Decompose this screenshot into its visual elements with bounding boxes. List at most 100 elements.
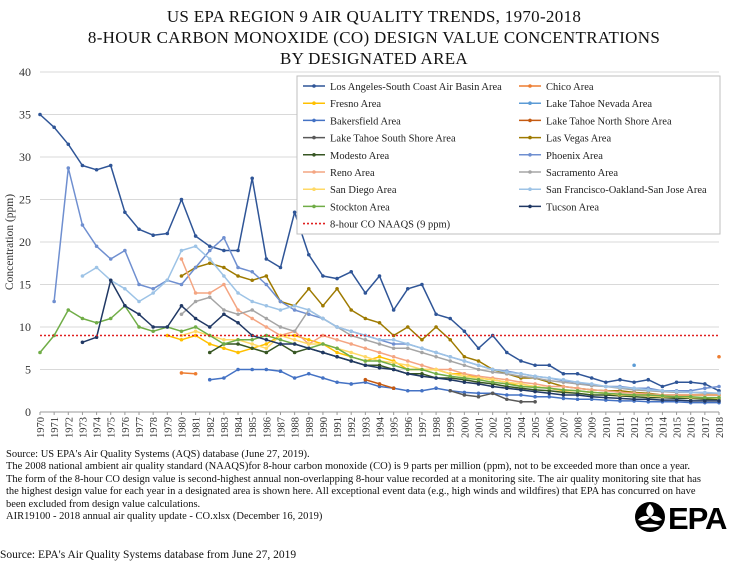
data-point: [462, 376, 467, 380]
data-point: [391, 337, 396, 342]
data-point: [193, 333, 198, 338]
data-point: [179, 282, 184, 287]
data-point: [193, 291, 198, 295]
data-point: [335, 286, 339, 291]
data-point: [193, 371, 198, 376]
data-point: [575, 371, 580, 376]
data-point: [193, 325, 198, 329]
x-tick-label: 1988: [291, 417, 302, 438]
y-tick-label: 20: [19, 235, 31, 249]
data-point: [335, 325, 339, 329]
x-tick-label: 2000: [460, 417, 471, 438]
data-point: [674, 380, 679, 385]
data-point: [547, 388, 552, 393]
data-point: [646, 397, 651, 402]
data-point: [604, 391, 608, 396]
data-point: [193, 234, 198, 238]
data-point: [292, 337, 297, 342]
data-point: [703, 386, 707, 391]
legend-label: Phoenix Area: [546, 151, 603, 162]
data-point: [490, 367, 495, 372]
series-1: [179, 354, 721, 376]
x-tick-label: 2013: [644, 417, 655, 438]
data-point: [575, 388, 580, 393]
x-tick-label: 1975: [107, 417, 118, 438]
series-line: [82, 279, 719, 402]
x-tick-label: 1970: [36, 417, 47, 438]
data-point: [306, 252, 311, 257]
x-tick-label: 2016: [687, 417, 698, 438]
x-tick-label: 2006: [545, 417, 556, 438]
data-point: [462, 354, 467, 359]
data-point: [349, 354, 354, 359]
data-point: [179, 303, 184, 308]
data-point: [632, 393, 636, 397]
data-point: [547, 363, 552, 368]
data-point: [349, 342, 354, 346]
data-point: [717, 391, 721, 396]
data-point: [193, 299, 198, 304]
data-point: [250, 316, 254, 321]
data-point: [349, 350, 354, 355]
note-line-naaqs: The 2008 national ambient air quality st…: [6, 461, 691, 473]
x-tick-label: 1991: [333, 417, 344, 438]
data-point: [151, 325, 155, 329]
data-point: [618, 399, 622, 403]
legend-label: Reno Area: [330, 168, 375, 179]
data-point: [618, 385, 622, 390]
data-point: [434, 350, 438, 355]
data-point: [264, 367, 269, 372]
data-point: [377, 363, 382, 368]
data-point: [292, 303, 297, 308]
data-point: [363, 363, 368, 368]
data-point: [179, 274, 184, 278]
data-point: [52, 333, 56, 338]
data-point: [335, 276, 339, 281]
data-point: [519, 382, 523, 386]
x-tick-label: 1986: [262, 417, 273, 438]
data-point: [151, 329, 155, 334]
data-point: [448, 374, 453, 379]
legend-marker: [312, 135, 316, 140]
data-point: [703, 382, 707, 386]
data-point: [335, 380, 339, 385]
data-point: [547, 391, 552, 396]
data-point: [589, 397, 594, 402]
data-point: [533, 363, 537, 368]
legend-label: 8-hour CO NAAQS (9 ppm): [330, 220, 451, 231]
data-point: [222, 342, 226, 346]
data-point: [66, 166, 71, 170]
data-point: [420, 363, 424, 368]
data-point: [165, 325, 170, 329]
data-point: [66, 142, 71, 147]
x-tick-label: 1999: [446, 417, 457, 438]
data-point: [108, 257, 113, 261]
legend-label: Los Angeles-South Coast Air Basin Area: [330, 82, 502, 93]
data-point: [278, 325, 283, 329]
data-point: [236, 367, 240, 372]
legend-marker: [312, 84, 316, 88]
data-point: [448, 337, 453, 342]
note-line-form: The form of the 8-hour CO design value i…: [6, 473, 701, 510]
legend-marker: [312, 170, 316, 174]
data-point: [250, 278, 254, 283]
data-point: [405, 371, 410, 376]
data-point: [38, 112, 42, 117]
data-point: [405, 286, 410, 291]
x-tick-label: 1998: [432, 417, 443, 438]
series-3: [632, 363, 636, 368]
data-point: [123, 248, 127, 253]
data-point: [278, 265, 283, 270]
data-point: [490, 384, 495, 389]
x-tick-label: 2010: [602, 417, 613, 438]
data-point: [80, 223, 85, 227]
data-point: [222, 337, 226, 342]
data-point: [306, 312, 311, 317]
data-point: [151, 291, 155, 295]
data-point: [377, 350, 382, 355]
legend-item: San Francisco-Oakland-San Jose Area: [519, 185, 707, 196]
data-point: [349, 359, 354, 363]
data-point: [420, 337, 424, 342]
data-point: [363, 359, 368, 363]
data-point: [278, 342, 283, 346]
